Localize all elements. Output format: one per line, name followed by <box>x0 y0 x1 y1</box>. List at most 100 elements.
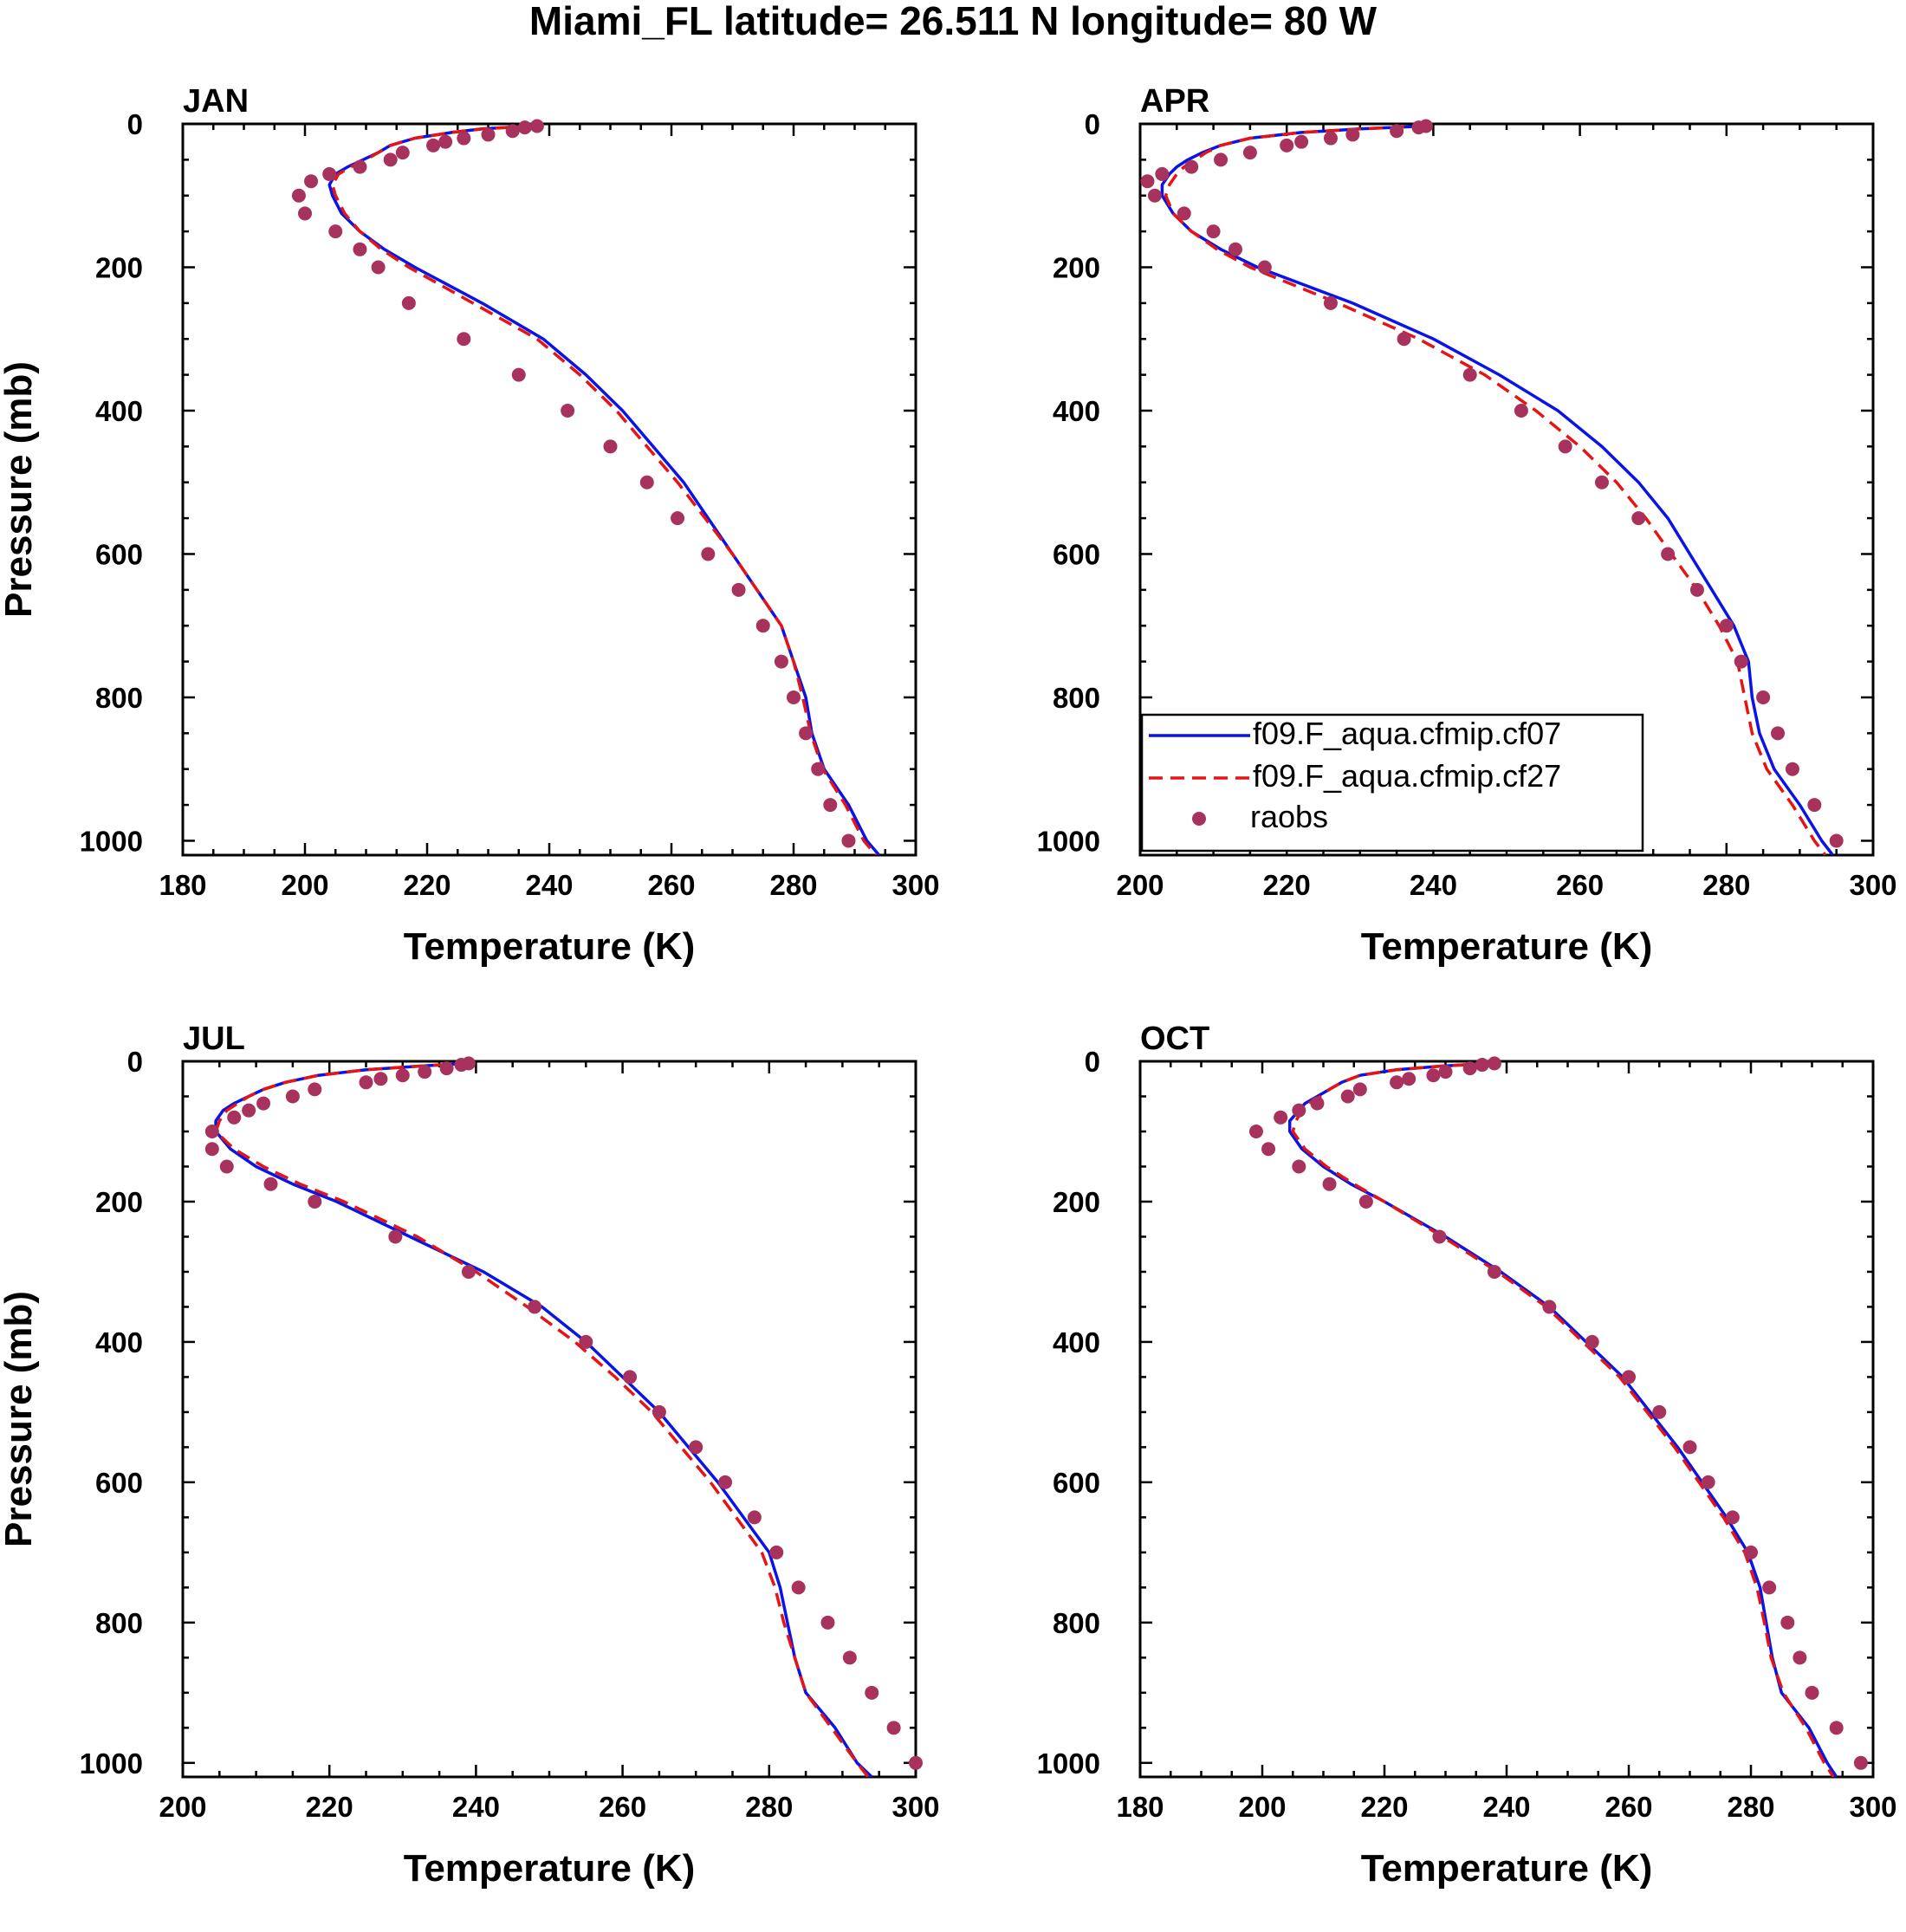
raobs-point <box>298 206 312 221</box>
x-tick-label-240: 240 <box>1482 1791 1530 1823</box>
raobs-point <box>1719 619 1734 633</box>
raobs-point <box>353 242 367 256</box>
raobs-point <box>1829 833 1844 848</box>
x-axis-title: Temperature (K) <box>1361 925 1653 968</box>
raobs-point <box>457 131 471 146</box>
x-tick-label-220: 220 <box>1360 1791 1408 1823</box>
raobs-point <box>219 1159 234 1174</box>
raobs-point <box>652 1404 666 1419</box>
raobs-point <box>204 1124 219 1138</box>
y-axis-title: Pressure (mb) <box>0 1291 40 1547</box>
raobs-point <box>1323 295 1338 310</box>
y-tick-label-200: 200 <box>95 1186 143 1218</box>
raobs-point <box>1390 1075 1404 1090</box>
x-tick-label-260: 260 <box>1556 869 1604 901</box>
raobs-point <box>1397 332 1411 347</box>
raobs-point <box>1793 1650 1807 1665</box>
raobs-point <box>1594 475 1609 489</box>
panel-label-jul: JUL <box>183 1021 245 1057</box>
y-tick-label-200: 200 <box>1053 251 1100 283</box>
raobs-point <box>528 1300 542 1314</box>
raobs-point <box>401 295 416 310</box>
panel-label-jan: JAN <box>183 83 249 120</box>
legend-label-2: raobs <box>1250 799 1328 834</box>
raobs-point <box>1762 1580 1777 1595</box>
plot-area <box>327 124 881 855</box>
raobs-point <box>701 547 716 561</box>
x-axis-title: Temperature (K) <box>1361 1847 1653 1890</box>
raobs-point <box>1292 1159 1306 1174</box>
y-axis-title: Pressure (mb) <box>0 361 40 618</box>
raobs-point <box>865 1685 879 1700</box>
raobs-point <box>505 124 520 139</box>
y-tick-label-0: 0 <box>1085 108 1100 140</box>
raobs-point <box>1585 1334 1599 1349</box>
x-tick-label-300: 300 <box>891 869 939 901</box>
y-tick-label-1000: 1000 <box>80 1747 143 1780</box>
raobs-point <box>1829 1721 1844 1735</box>
y-tick-label-800: 800 <box>1053 1607 1100 1639</box>
x-tick-label-220: 220 <box>1263 869 1311 901</box>
raobs-point <box>1340 1089 1355 1104</box>
raobs-point <box>1248 1124 1263 1138</box>
x-tick-label-280: 280 <box>1702 869 1750 901</box>
x-tick-label-200: 200 <box>281 869 328 901</box>
raobs-point <box>791 1580 806 1595</box>
raobs-point <box>359 1075 373 1090</box>
series-line-cf27 <box>330 124 878 855</box>
raobs-point <box>371 260 386 275</box>
raobs-point <box>1432 1229 1447 1244</box>
x-tick-label-200: 200 <box>159 1791 206 1823</box>
raobs-point <box>1261 1142 1276 1157</box>
panel-jan: JAN 180 200 220 240 260 280 300 0 200 400 600 800 100… <box>0 83 940 968</box>
raobs-point <box>263 1177 278 1191</box>
raobs-point <box>1323 131 1338 146</box>
legend-box <box>1140 713 1644 853</box>
raobs-point <box>886 1721 901 1735</box>
y-tick-label-600: 600 <box>1053 538 1100 570</box>
legend-swatch-raobs <box>1192 812 1206 826</box>
x-axis-title: Temperature (K) <box>404 925 696 968</box>
x-axis-title: Temperature (K) <box>404 1847 696 1890</box>
raobs-point <box>909 1755 923 1770</box>
y-tick-label-0: 0 <box>1085 1046 1100 1078</box>
raobs-point <box>395 1068 410 1083</box>
raobs-point <box>1147 188 1162 203</box>
x-tick-label-180: 180 <box>159 869 206 901</box>
x-tick-label-260: 260 <box>1605 1791 1652 1823</box>
raobs-point <box>1228 242 1242 256</box>
raobs-point <box>517 120 532 135</box>
raobs-point <box>418 1065 432 1079</box>
raobs-point <box>603 439 618 454</box>
x-tick-label-240: 240 <box>1410 869 1457 901</box>
legend: f09.F_aqua.cfmip.cf07 f09.F_aqua.cfmip.cf… <box>1140 713 1644 853</box>
raobs-point <box>1744 1545 1758 1559</box>
raobs-point <box>1206 224 1221 239</box>
series-line-cf27 <box>1164 124 1827 855</box>
x-tick-label-280: 280 <box>1727 1791 1774 1823</box>
raobs-point <box>1345 127 1360 142</box>
raobs-point <box>529 119 544 133</box>
y-tick-label-0: 0 <box>127 1046 143 1078</box>
raobs-point <box>561 403 575 418</box>
raobs-point <box>1155 166 1170 181</box>
raobs-point <box>1214 152 1229 167</box>
series-line-cf07 <box>214 1061 873 1777</box>
raobs-point <box>689 1440 703 1455</box>
raobs-point <box>1292 1103 1306 1118</box>
raobs-point <box>1514 403 1528 418</box>
raobs-point <box>1184 159 1199 174</box>
raobs-point <box>308 1082 322 1097</box>
panel-jul: JUL 200 220 240 260 280 300 0 200 400 600 800 1000 Te… <box>0 1021 940 1890</box>
y-tick-label-200: 200 <box>1053 1186 1100 1218</box>
raobs-point <box>755 619 770 633</box>
raobs-point <box>1558 439 1572 454</box>
raobs-point <box>671 511 685 526</box>
series-line-cf07 <box>1160 124 1834 855</box>
raobs-point <box>1701 1475 1715 1489</box>
raobs-point <box>285 1089 300 1104</box>
x-tick-label-220: 220 <box>403 869 451 901</box>
plot-area <box>1287 1061 1838 1777</box>
raobs-point <box>1475 1058 1489 1073</box>
raobs-point <box>395 146 410 160</box>
